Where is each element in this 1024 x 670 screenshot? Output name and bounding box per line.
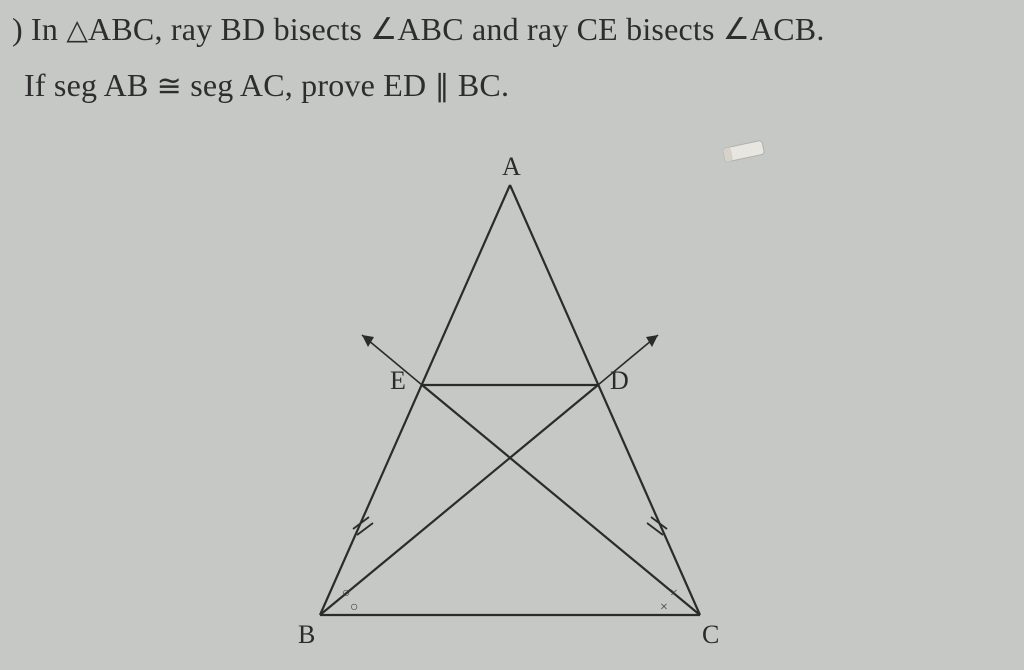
angle-name-1: ABC <box>397 11 463 47</box>
triangle-name: ABC <box>88 11 154 47</box>
edge-AB <box>320 185 510 615</box>
edge-AC <box>510 185 700 615</box>
label-E: E <box>390 366 406 395</box>
text-l2b: seg AC, prove ED <box>182 67 434 103</box>
text-prefix: ) In <box>12 11 66 47</box>
triangle-symbol: △ <box>66 15 88 46</box>
label-B: B <box>298 620 315 649</box>
text-l2c: BC. <box>450 67 510 103</box>
problem-line-2: If seg AB ≅ seg AC, prove ED ∥ BC. <box>12 62 1024 109</box>
angle-name-2: ACB <box>750 11 816 47</box>
label-C: C <box>702 620 719 649</box>
text-mid2: and ray CE bisects <box>464 11 723 47</box>
text-l2a: If seg AB <box>24 67 157 103</box>
label-A: A <box>502 152 521 181</box>
angle-mark-C-1: × <box>670 586 678 601</box>
angle-mark-C-2: × <box>660 600 668 615</box>
congruent-symbol: ≅ <box>157 70 182 103</box>
edge-BD <box>320 385 598 615</box>
text-mid1: , ray BD bisects <box>154 11 370 47</box>
triangle-figure: ○ ○ × × A B C E D <box>190 145 830 665</box>
label-D: D <box>610 366 629 395</box>
text-end1: . <box>816 11 824 47</box>
angle-symbol-2: ∠ <box>723 13 750 46</box>
angle-mark-B-2: ○ <box>350 600 358 615</box>
angle-symbol-1: ∠ <box>370 13 397 46</box>
arrowhead-D <box>646 335 658 347</box>
problem-line-1: ) In △ABC, ray BD bisects ∠ABC and ray C… <box>12 6 1012 52</box>
angle-mark-B-1: ○ <box>342 586 350 601</box>
parallel-symbol: ∥ <box>434 70 449 103</box>
edge-CE <box>422 385 700 615</box>
arrowhead-E <box>362 335 374 347</box>
